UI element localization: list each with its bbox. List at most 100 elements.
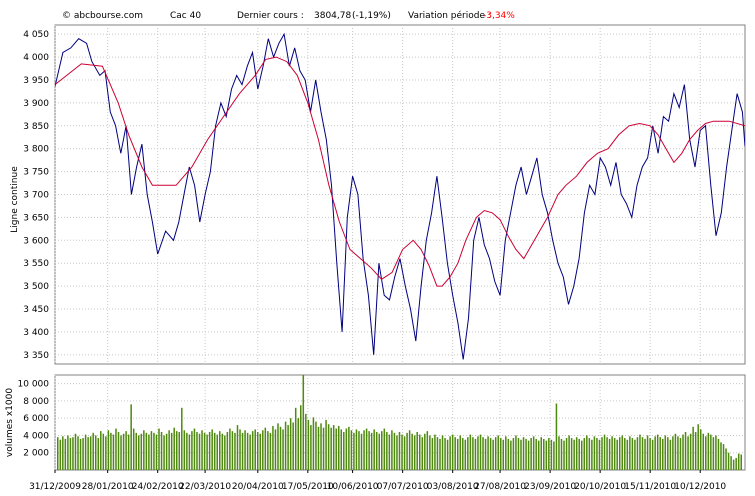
volume-bar [522,437,525,470]
volume-bar [451,434,454,470]
x-tick-label: 23/09/2010 [524,482,576,492]
volume-bar [135,432,137,470]
volume-bar [494,437,497,470]
volume-bar [221,433,224,470]
volume-bar [188,434,191,470]
volume-bar [626,439,629,470]
volume-bar [459,435,462,470]
volume-bar [472,437,474,470]
volume-bar [107,430,110,470]
price-y-tick-label: 3 950 [23,76,49,86]
volume-y-tick-label: 8 000 [23,397,49,407]
volume-bar [330,427,332,470]
volume-bar [163,435,165,470]
volume-bar [226,432,229,470]
volume-bar [274,429,277,470]
volume-bar [284,421,287,470]
volume-bar [586,435,588,470]
volume-bar [173,427,175,470]
volume-bar [699,429,702,470]
volume-bar [434,434,436,470]
volume-bar [540,437,543,470]
volume-bar [588,438,591,470]
volume-bar [492,439,494,470]
period-variation-label: Variation période : [408,11,491,21]
volume-bar [155,434,158,470]
volume-bar [702,433,705,470]
x-tick-label: 20/04/2010 [232,482,284,492]
volume-bar [649,438,651,470]
volume-y-tick-label: 2 000 [23,449,49,459]
volume-bar [297,418,299,470]
volume-bar [530,438,532,470]
volume-bar [158,428,160,470]
price-series-line [55,32,745,360]
volume-bar [436,437,439,470]
volume-bar [337,425,340,470]
last-price-label: Dernier cours : [237,11,304,21]
volume-bar [720,442,722,470]
volume-bar [575,437,578,470]
volume-bar [305,413,307,470]
volume-bar [505,436,507,470]
volume-bar [193,428,196,470]
volume-bar [469,434,472,470]
volume-bar [722,444,725,470]
volume-bar [267,431,269,470]
volume-bar [358,431,360,470]
volume-bar [629,436,631,470]
volume-bar [616,439,618,470]
volume-bar [160,432,163,470]
volume-bar [368,431,370,470]
volume-bar [345,428,348,470]
volume-bar [618,437,621,470]
volume-bar [236,425,239,470]
volume-bar [360,433,363,470]
volume-bar [234,432,236,470]
volume-bar [332,425,335,470]
volume-bar [692,426,694,470]
volume-bar [689,433,692,470]
volume-bar [710,434,712,470]
volume-bar [651,439,654,470]
x-tick-label: 24/02/2010 [132,482,184,492]
price-axis-title: Ligne continue [10,166,20,233]
volume-bar [219,431,221,470]
price-y-tick-label: 3 850 [23,122,49,132]
volume-bar [325,419,327,470]
price-y-tick-label: 3 600 [23,236,49,246]
volume-bar [444,438,446,470]
volume-bar [464,439,467,470]
last-price-value: 3804,78 [314,11,352,21]
volume-bar [122,433,125,470]
volume-bar [512,438,515,470]
volume-bar [272,425,274,470]
price-y-tick-label: 3 550 [23,259,49,269]
volume-bar [262,430,264,470]
volume-bar [183,430,186,470]
x-tick-label: 03/08/2010 [427,482,479,492]
volume-bar [355,429,358,470]
volume-bar [613,438,616,470]
volume-bar [515,435,517,470]
volume-bar [57,437,59,470]
price-y-tick-label: 4 050 [23,30,49,40]
volume-bar [712,437,715,470]
volume-bar [84,434,87,470]
volume-bar [375,432,378,470]
x-tick-label: 27/08/2010 [474,482,526,492]
volume-bar [429,435,431,470]
volume-bar [259,433,262,470]
volume-bar [517,438,520,470]
volume-bar [563,440,565,470]
price-y-tick-label: 3 800 [23,145,49,155]
volume-bar [418,434,421,470]
volume-bar [679,438,682,470]
volume-bar [580,440,583,470]
volume-bar [327,424,330,470]
volume-bar [353,432,355,470]
x-tick-label: 07/07/2010 [377,482,429,492]
volume-bar [322,427,325,470]
volume-bar [659,437,661,470]
